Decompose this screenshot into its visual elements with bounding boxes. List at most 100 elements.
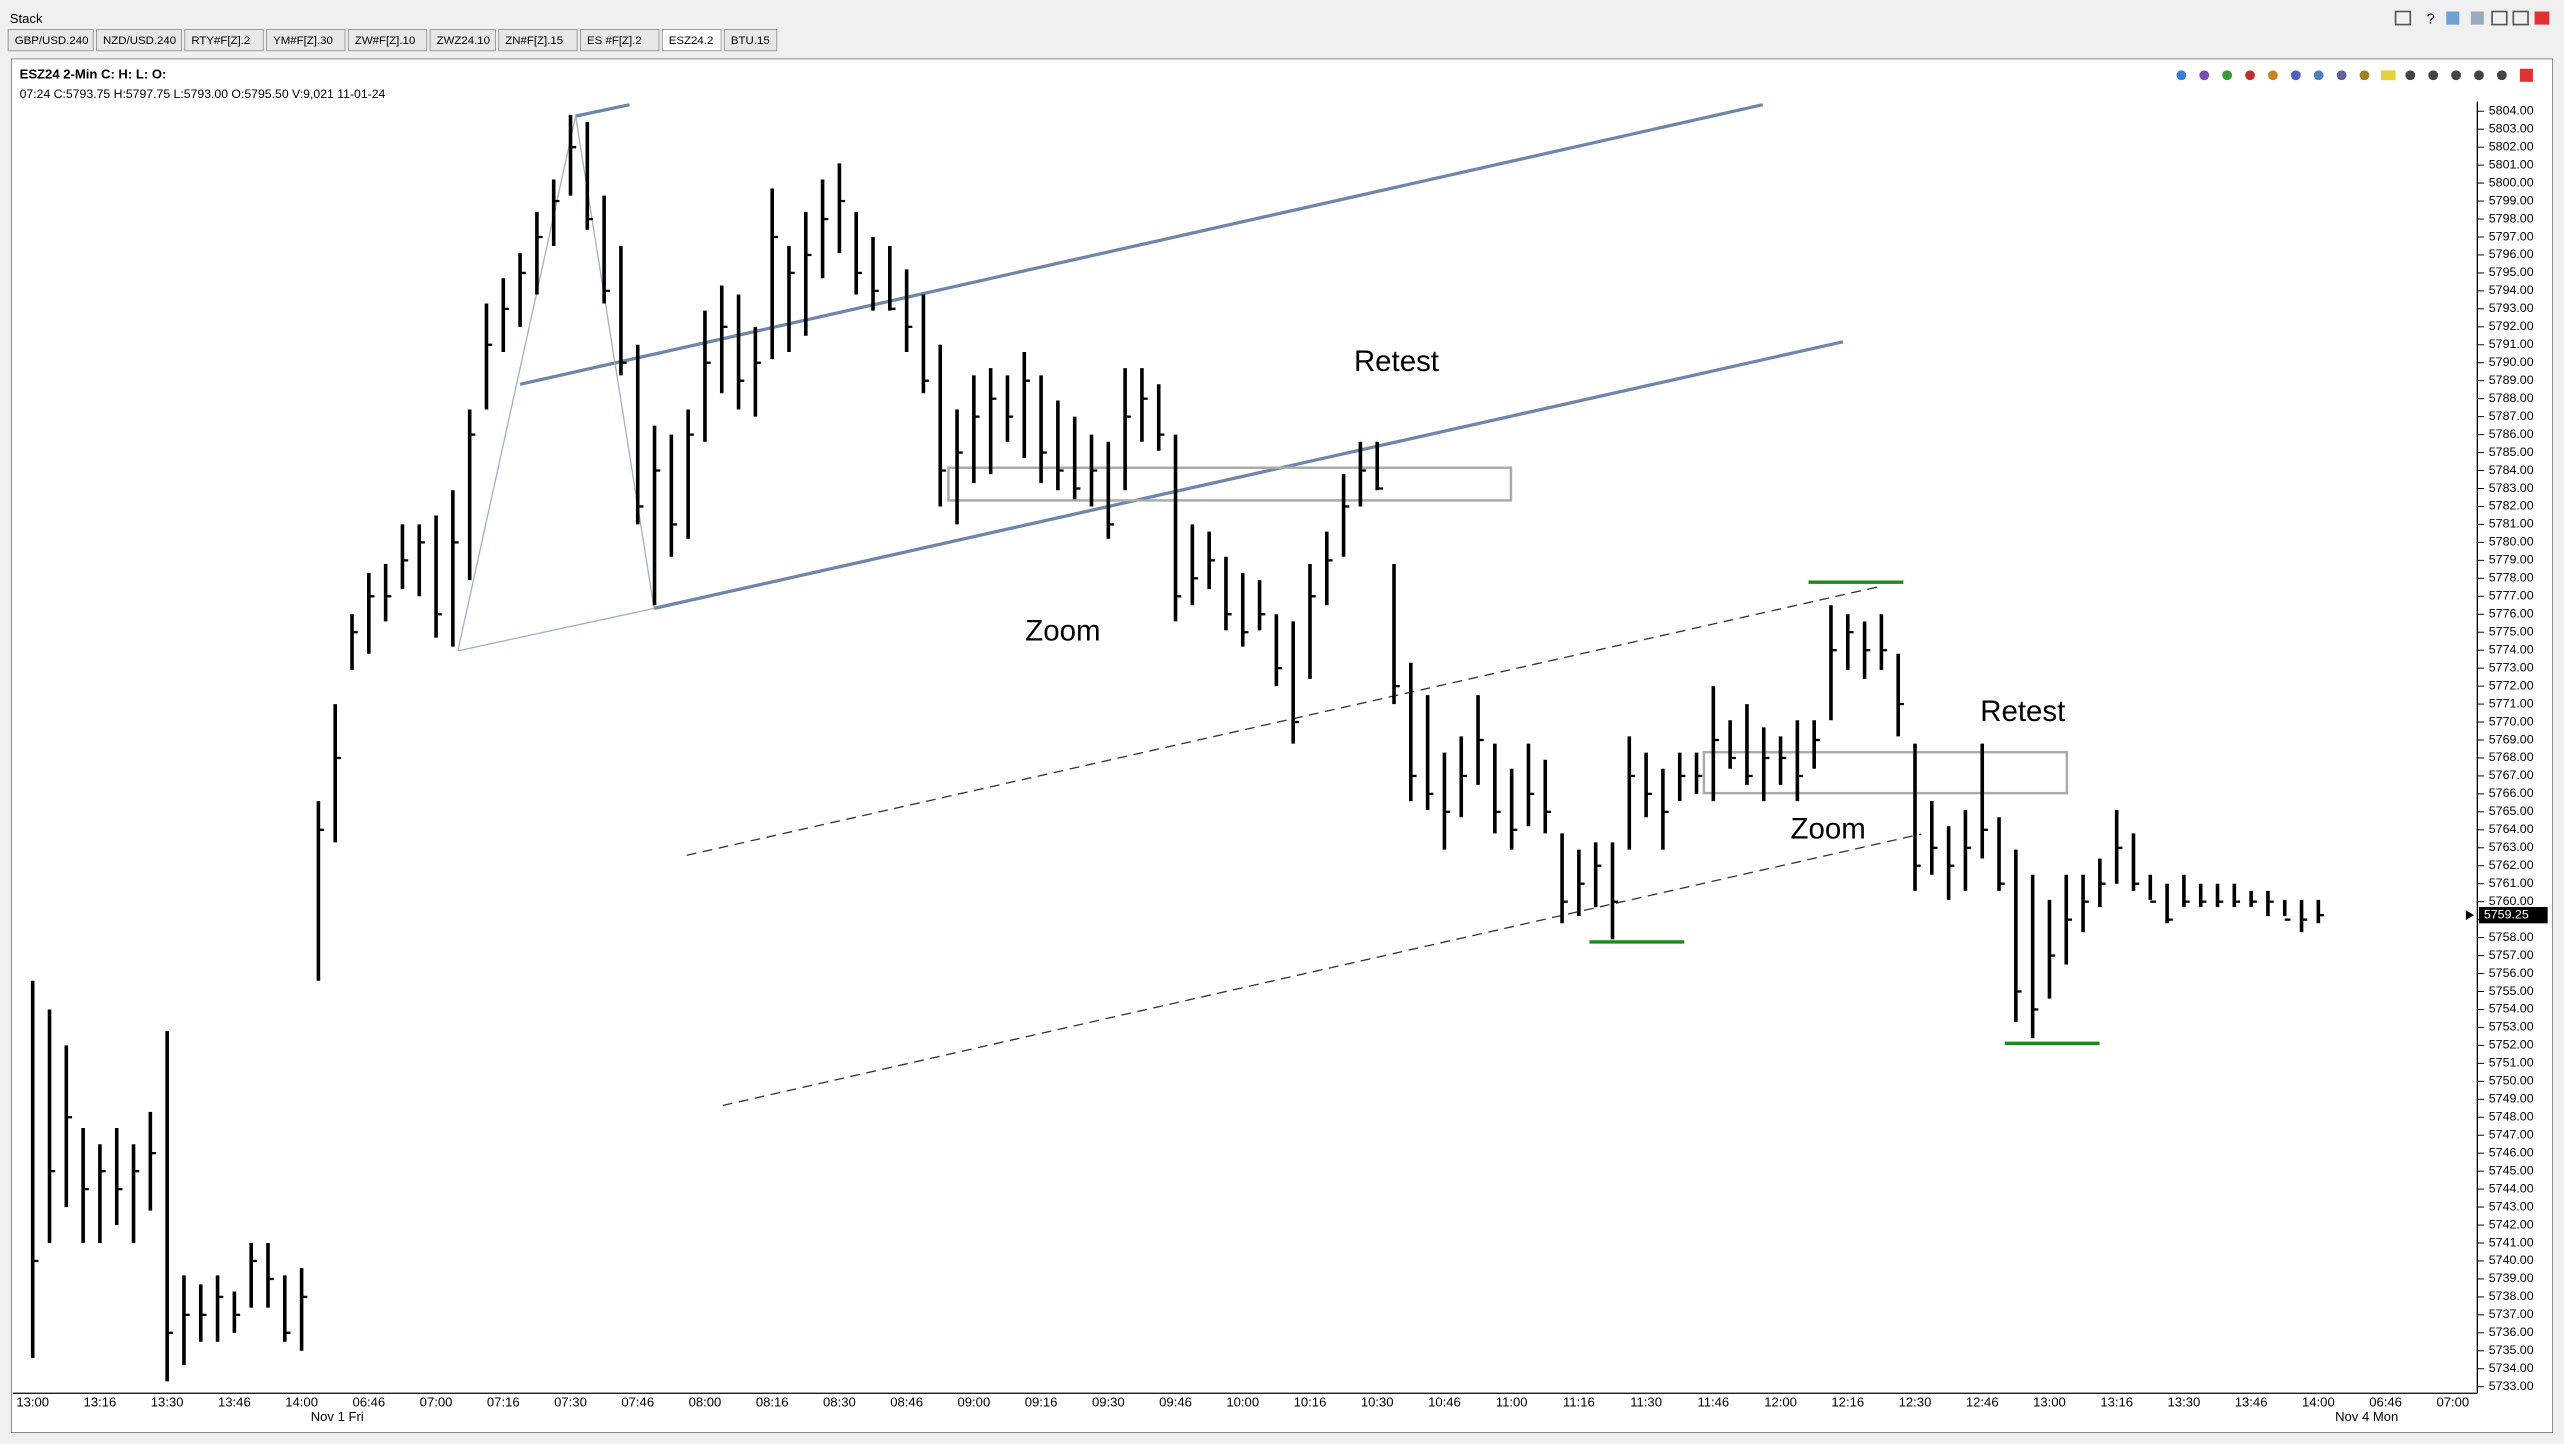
y-tick-label: 5796.00 xyxy=(2489,247,2534,261)
chart-panel xyxy=(10,58,2554,1433)
tool-icon[interactable] xyxy=(2268,70,2278,81)
y-tick-label: 5740.00 xyxy=(2489,1253,2534,1267)
tab-label[interactable]: ESZ24.2 xyxy=(669,35,714,47)
y-tick-label: 5763.00 xyxy=(2489,840,2534,854)
zone-box xyxy=(947,466,1513,502)
tool-icon[interactable] xyxy=(2496,70,2507,81)
tool-icon[interactable] xyxy=(2380,70,2396,81)
icon[interactable]: ? xyxy=(2427,12,2435,28)
chart-title: ESZ24 2-Min C: H: L: O: xyxy=(20,67,167,82)
tab[interactable] xyxy=(184,29,264,52)
annotation: Zoom xyxy=(1025,615,1100,648)
y-tick-label: 5804.00 xyxy=(2489,104,2534,118)
y-tick-label: 5751.00 xyxy=(2489,1056,2534,1070)
x-tick-label: 12:46 xyxy=(1966,1395,1999,1410)
tab-label[interactable]: RTY#F[Z].2 xyxy=(191,35,250,47)
x-tick-label: 11:46 xyxy=(1697,1395,1729,1410)
icon[interactable] xyxy=(2394,10,2412,26)
y-tick-label: 5797.00 xyxy=(2489,229,2534,243)
pitchfork-anchor xyxy=(457,116,655,652)
y-tick-label: 5755.00 xyxy=(2489,984,2534,998)
tool-icon[interactable] xyxy=(2176,70,2187,81)
y-tick-label: 5803.00 xyxy=(2489,121,2534,135)
x-tick-label: 10:30 xyxy=(1361,1395,1394,1410)
tab[interactable] xyxy=(498,29,578,52)
y-tick-label: 5770.00 xyxy=(2489,714,2534,728)
x-tick-label: 13:16 xyxy=(2100,1395,2133,1410)
tab-label[interactable]: NZD/USD.240 xyxy=(103,35,176,47)
y-tick-label: 5749.00 xyxy=(2489,1092,2534,1106)
tool-icon[interactable] xyxy=(2451,70,2461,81)
tab-label[interactable]: YM#F[Z].30 xyxy=(273,35,333,47)
tool-icon[interactable] xyxy=(2199,70,2210,81)
x-tick-label: 14:00 xyxy=(2302,1395,2335,1410)
y-tick-label: 5747.00 xyxy=(2489,1127,2534,1141)
tool-icon[interactable] xyxy=(2519,68,2533,82)
y-tick-label: 5753.00 xyxy=(2489,1020,2534,1034)
x-tick-label: 09:46 xyxy=(1159,1395,1192,1410)
tool-icon[interactable] xyxy=(2222,70,2233,81)
tab-label[interactable]: GBP/USD.240 xyxy=(15,35,89,47)
date-label: Nov 1 Fri xyxy=(311,1409,364,1424)
x-tick-label: 07:00 xyxy=(420,1395,453,1410)
y-tick-label: 5761.00 xyxy=(2489,876,2534,890)
tool-icon[interactable] xyxy=(2336,70,2347,81)
x-tick-label: 06:46 xyxy=(2369,1395,2402,1410)
minimize-button[interactable] xyxy=(2491,10,2508,26)
y-tick-label: 5773.00 xyxy=(2489,660,2534,674)
y-tick-label: 5768.00 xyxy=(2489,750,2534,764)
x-tick-label: 07:46 xyxy=(621,1395,654,1410)
last-price-label: 5759.25 xyxy=(2484,907,2529,921)
tab-label[interactable]: ZW#F[Z].10 xyxy=(355,35,415,47)
tab[interactable] xyxy=(347,29,428,52)
tab[interactable] xyxy=(95,29,182,52)
y-tick-label: 5772.00 xyxy=(2489,678,2534,692)
y-tick-label: 5734.00 xyxy=(2489,1361,2534,1375)
y-tick-label: 5800.00 xyxy=(2489,175,2534,189)
y-tick-label: 5786.00 xyxy=(2489,427,2534,441)
y-tick-label: 5774.00 xyxy=(2489,642,2534,656)
x-tick-label: 11:16 xyxy=(1563,1395,1595,1410)
y-tick-label: 5785.00 xyxy=(2489,445,2534,459)
tab[interactable] xyxy=(429,29,496,52)
channel-line xyxy=(575,103,630,118)
y-tick-label: 5788.00 xyxy=(2489,391,2534,405)
x-tick-label: 07:00 xyxy=(2436,1395,2469,1410)
y-tick-label: 5777.00 xyxy=(2489,589,2534,603)
channel-line xyxy=(519,103,1764,386)
y-tick-label: 5737.00 xyxy=(2489,1307,2534,1321)
y-tick-label: 5801.00 xyxy=(2489,157,2534,171)
tab-label[interactable]: ES #F[Z].2 xyxy=(587,35,642,47)
y-tick-label: 5776.00 xyxy=(2489,607,2534,621)
icon[interactable] xyxy=(2470,11,2484,25)
tab[interactable] xyxy=(661,29,722,52)
close-button[interactable] xyxy=(2534,11,2550,25)
tab-label[interactable]: ZN#F[Z].15 xyxy=(505,35,563,47)
tab[interactable] xyxy=(723,29,778,52)
y-tick-label: 5760.00 xyxy=(2489,894,2534,908)
y-tick-label: 5754.00 xyxy=(2489,1002,2534,1016)
y-tick-label: 5771.00 xyxy=(2489,696,2534,710)
icon[interactable] xyxy=(2446,11,2460,25)
tool-icon[interactable] xyxy=(2359,70,2370,81)
y-tick-label: 5794.00 xyxy=(2489,283,2534,297)
tab[interactable] xyxy=(7,29,94,52)
y-tick-label: 5790.00 xyxy=(2489,355,2534,369)
maximize-button[interactable] xyxy=(2512,10,2529,26)
tab[interactable] xyxy=(266,29,346,52)
annotation: Retest xyxy=(1354,345,1439,378)
tool-icon[interactable] xyxy=(2245,70,2255,81)
x-tick-label: 13:16 xyxy=(84,1395,117,1410)
tool-icon[interactable] xyxy=(2313,70,2324,81)
y-tick-label: 5778.00 xyxy=(2489,571,2534,585)
tab-label[interactable]: BTU.15 xyxy=(731,35,770,47)
tab-label[interactable]: ZWZ24.10 xyxy=(437,35,490,47)
tool-icon[interactable] xyxy=(2428,70,2439,81)
x-tick-label: 09:00 xyxy=(957,1395,990,1410)
tool-icon[interactable] xyxy=(2290,70,2301,81)
tool-icon[interactable] xyxy=(2405,70,2416,81)
tab[interactable] xyxy=(580,29,660,52)
x-tick-label: 10:16 xyxy=(1294,1395,1327,1410)
dashed-channel xyxy=(686,586,1878,856)
tool-icon[interactable] xyxy=(2474,70,2484,81)
